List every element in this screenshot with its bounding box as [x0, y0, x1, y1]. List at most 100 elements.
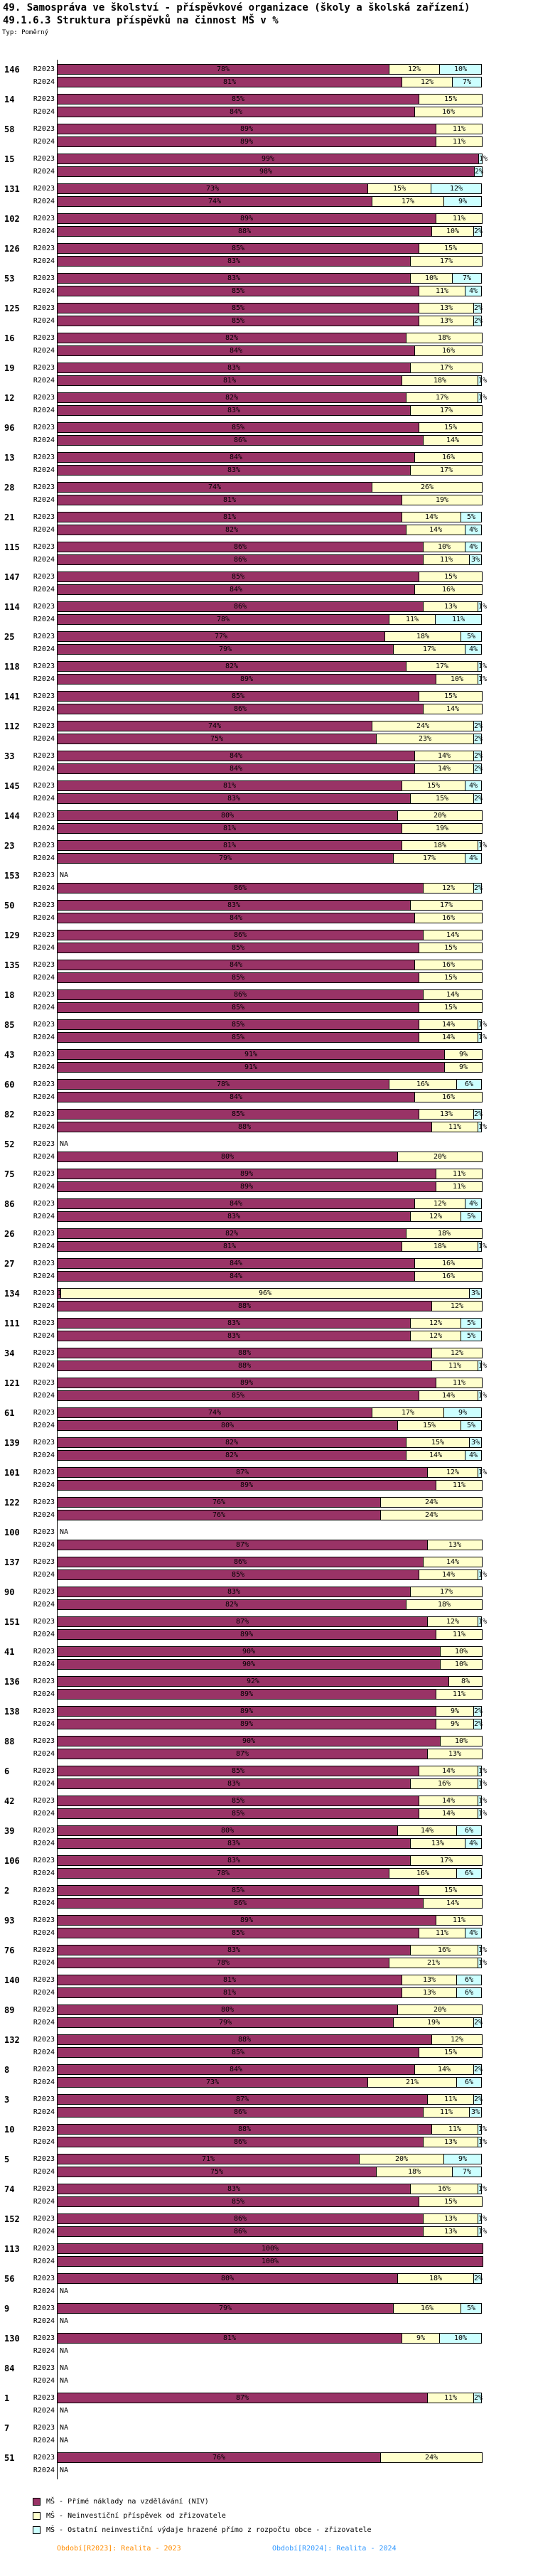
- segment-value-label: 7%: [462, 274, 472, 282]
- chart-group: 18 R2023 86% 14% R2024 85% 15%: [0, 989, 533, 1013]
- segment-value-label: 88%: [237, 2125, 252, 2133]
- segment-value-label: 85%: [231, 1110, 245, 1118]
- segment-value-label: 11%: [448, 1123, 462, 1131]
- group-id-label: 88: [4, 1737, 15, 1746]
- bar-track: 85% 15%: [57, 972, 483, 983]
- segment-value-label: 1%: [478, 1123, 488, 1131]
- bar-segment-direct: 86%: [57, 2107, 424, 2118]
- bar-segment-contribution: 14%: [419, 1032, 478, 1043]
- bar-track: 74% 17% 9%: [57, 196, 483, 207]
- segment-value-label: 89%: [239, 1690, 254, 1698]
- chart-group: 101 R2023 87% 12% 1% R2024 89% 11%: [0, 1467, 533, 1491]
- segment-value-label: 16%: [416, 1869, 430, 1877]
- segment-value-label: 11%: [405, 616, 419, 623]
- segment-value-label: 5%: [466, 1422, 476, 1429]
- bar-segment-other: 1%: [478, 2184, 487, 2194]
- segment-value-label: 4%: [468, 526, 478, 534]
- bar-segment-contribution: 11%: [423, 2107, 470, 2118]
- series-label: R2024: [33, 1123, 55, 1131]
- segment-value-label: 89%: [239, 1707, 254, 1715]
- segment-value-label: 89%: [239, 675, 254, 683]
- bar-segment-direct: 98%: [57, 166, 475, 177]
- bar-segment-direct: 84%: [57, 1092, 415, 1102]
- bar-row-r2023: R2023 80% 20%: [0, 2005, 533, 2015]
- bar-segment-contribution: 13%: [427, 1749, 483, 1759]
- bar-row-r2024: R2024 84% 16%: [0, 1271, 533, 1282]
- bar-segment-direct: 82%: [57, 392, 407, 403]
- series-label: R2024: [33, 1422, 55, 1429]
- segment-value-label: 80%: [220, 1827, 235, 1835]
- segment-value-label: 24%: [424, 2454, 438, 2462]
- bar-track: 83% 12% 5%: [57, 1331, 483, 1341]
- segment-value-label: 15%: [443, 573, 458, 581]
- bar-track: 83% 17%: [57, 405, 483, 416]
- chart-group: 56 R2023 80% 18% 2% R2024 NA: [0, 2273, 533, 2297]
- bar-segment-other: 2%: [473, 1109, 483, 1120]
- segment-value-label: 2%: [474, 227, 483, 235]
- segment-value-label: 8%: [461, 1678, 470, 1685]
- bar-track: 92% 8%: [57, 1676, 483, 1687]
- bar-track: 83% 16% 1%: [57, 1778, 487, 1789]
- bar-segment-other: 10%: [439, 2333, 482, 2344]
- chart-group: 42 R2023 85% 14% 1% R2024 85% 14% 1%: [0, 1796, 533, 1819]
- bar-segment-other: 2%: [473, 734, 483, 744]
- segment-value-label: 10%: [437, 543, 451, 551]
- segment-value-label: 71%: [201, 2155, 215, 2163]
- bar-track: 84% 16%: [57, 1092, 483, 1102]
- bar-track: 99% 1%: [57, 154, 488, 164]
- series-label: R2024: [33, 1869, 55, 1877]
- chart-group: 100 R2023 NA R2024 87% 13%: [0, 1527, 533, 1550]
- bar-segment-direct: 88%: [57, 2124, 432, 2135]
- series-label: R2024: [33, 1362, 55, 1370]
- segment-value-label: 81%: [222, 78, 237, 86]
- bar-segment-other: 1%: [478, 1808, 487, 1819]
- series-label: R2023: [33, 185, 55, 193]
- chart-group: 76 R2023 83% 16% 1% R2024 78% 21% 1%: [0, 1945, 533, 1968]
- bar-track: 79% 17% 4%: [57, 644, 483, 655]
- segment-value-label: 12%: [449, 185, 463, 193]
- series-label: R2024: [33, 2377, 55, 2385]
- segment-value-label: 2%: [474, 884, 483, 892]
- bar-segment-direct: 82%: [57, 333, 407, 343]
- bar-segment-direct: 79%: [57, 2017, 394, 2028]
- chart: 146 R2023 78% 12% 10% R2024 81% 12% 7% 14 R2023 85%…: [0, 64, 533, 2482]
- segment-value-label: 86%: [233, 556, 247, 564]
- segment-value-label: 14%: [437, 765, 451, 773]
- group-id-label: 137: [4, 1557, 20, 1567]
- group-id-label: 112: [4, 721, 20, 731]
- series-label: R2023: [33, 722, 55, 730]
- segment-value-label: 87%: [235, 1618, 249, 1626]
- bar-segment-contribution: 14%: [423, 1898, 483, 1909]
- series-label: R2024: [33, 1332, 55, 1340]
- series-label: R2024: [33, 1481, 55, 1489]
- bar-row-r2024: R2024 81% 12% 7%: [0, 77, 533, 87]
- segment-value-label: 5%: [466, 1213, 476, 1220]
- bar-segment-direct: 87%: [57, 2094, 428, 2105]
- segment-value-label: 21%: [405, 2078, 419, 2086]
- bar-segment-contribution: 17%: [410, 405, 483, 416]
- bar-track: 100%: [57, 2243, 483, 2254]
- chart-group: 139 R2023 82% 15% 3% R2024 82% 14% 4%: [0, 1437, 533, 1461]
- segment-value-label: 14%: [446, 931, 460, 939]
- segment-value-label: 18%: [433, 377, 447, 385]
- segment-value-label: 2%: [474, 2019, 483, 2027]
- chart-group: 13 R2023 84% 16% R2024 83% 17%: [0, 452, 533, 476]
- na-label: NA: [60, 2287, 69, 2295]
- segment-value-label: 16%: [441, 1260, 456, 1267]
- chart-group: 61 R2023 74% 17% 9% R2024 80% 15% 5%: [0, 1407, 533, 1431]
- segment-value-label: 2%: [474, 2066, 483, 2073]
- segment-value-label: 24%: [424, 1511, 438, 1519]
- bar-segment-direct: 80%: [57, 1420, 398, 1431]
- bar-track: 84% 14% 2%: [57, 751, 483, 761]
- segment-value-label: 76%: [212, 1498, 226, 1506]
- segment-value-label: 13%: [422, 1989, 436, 1997]
- segment-value-label: 15%: [443, 95, 458, 103]
- segment-value-label: 81%: [222, 1976, 237, 1984]
- segment-value-label: 11%: [443, 2095, 458, 2103]
- segment-value-label: 86%: [233, 931, 247, 939]
- bar-track: 91% 9%: [57, 1049, 483, 1060]
- segment-value-label: 83%: [227, 1213, 241, 1220]
- bar-track: 78% 11% 11%: [57, 614, 483, 625]
- bar-segment-other: 1%: [478, 1019, 487, 1030]
- bar-segment-direct: 84%: [57, 763, 415, 774]
